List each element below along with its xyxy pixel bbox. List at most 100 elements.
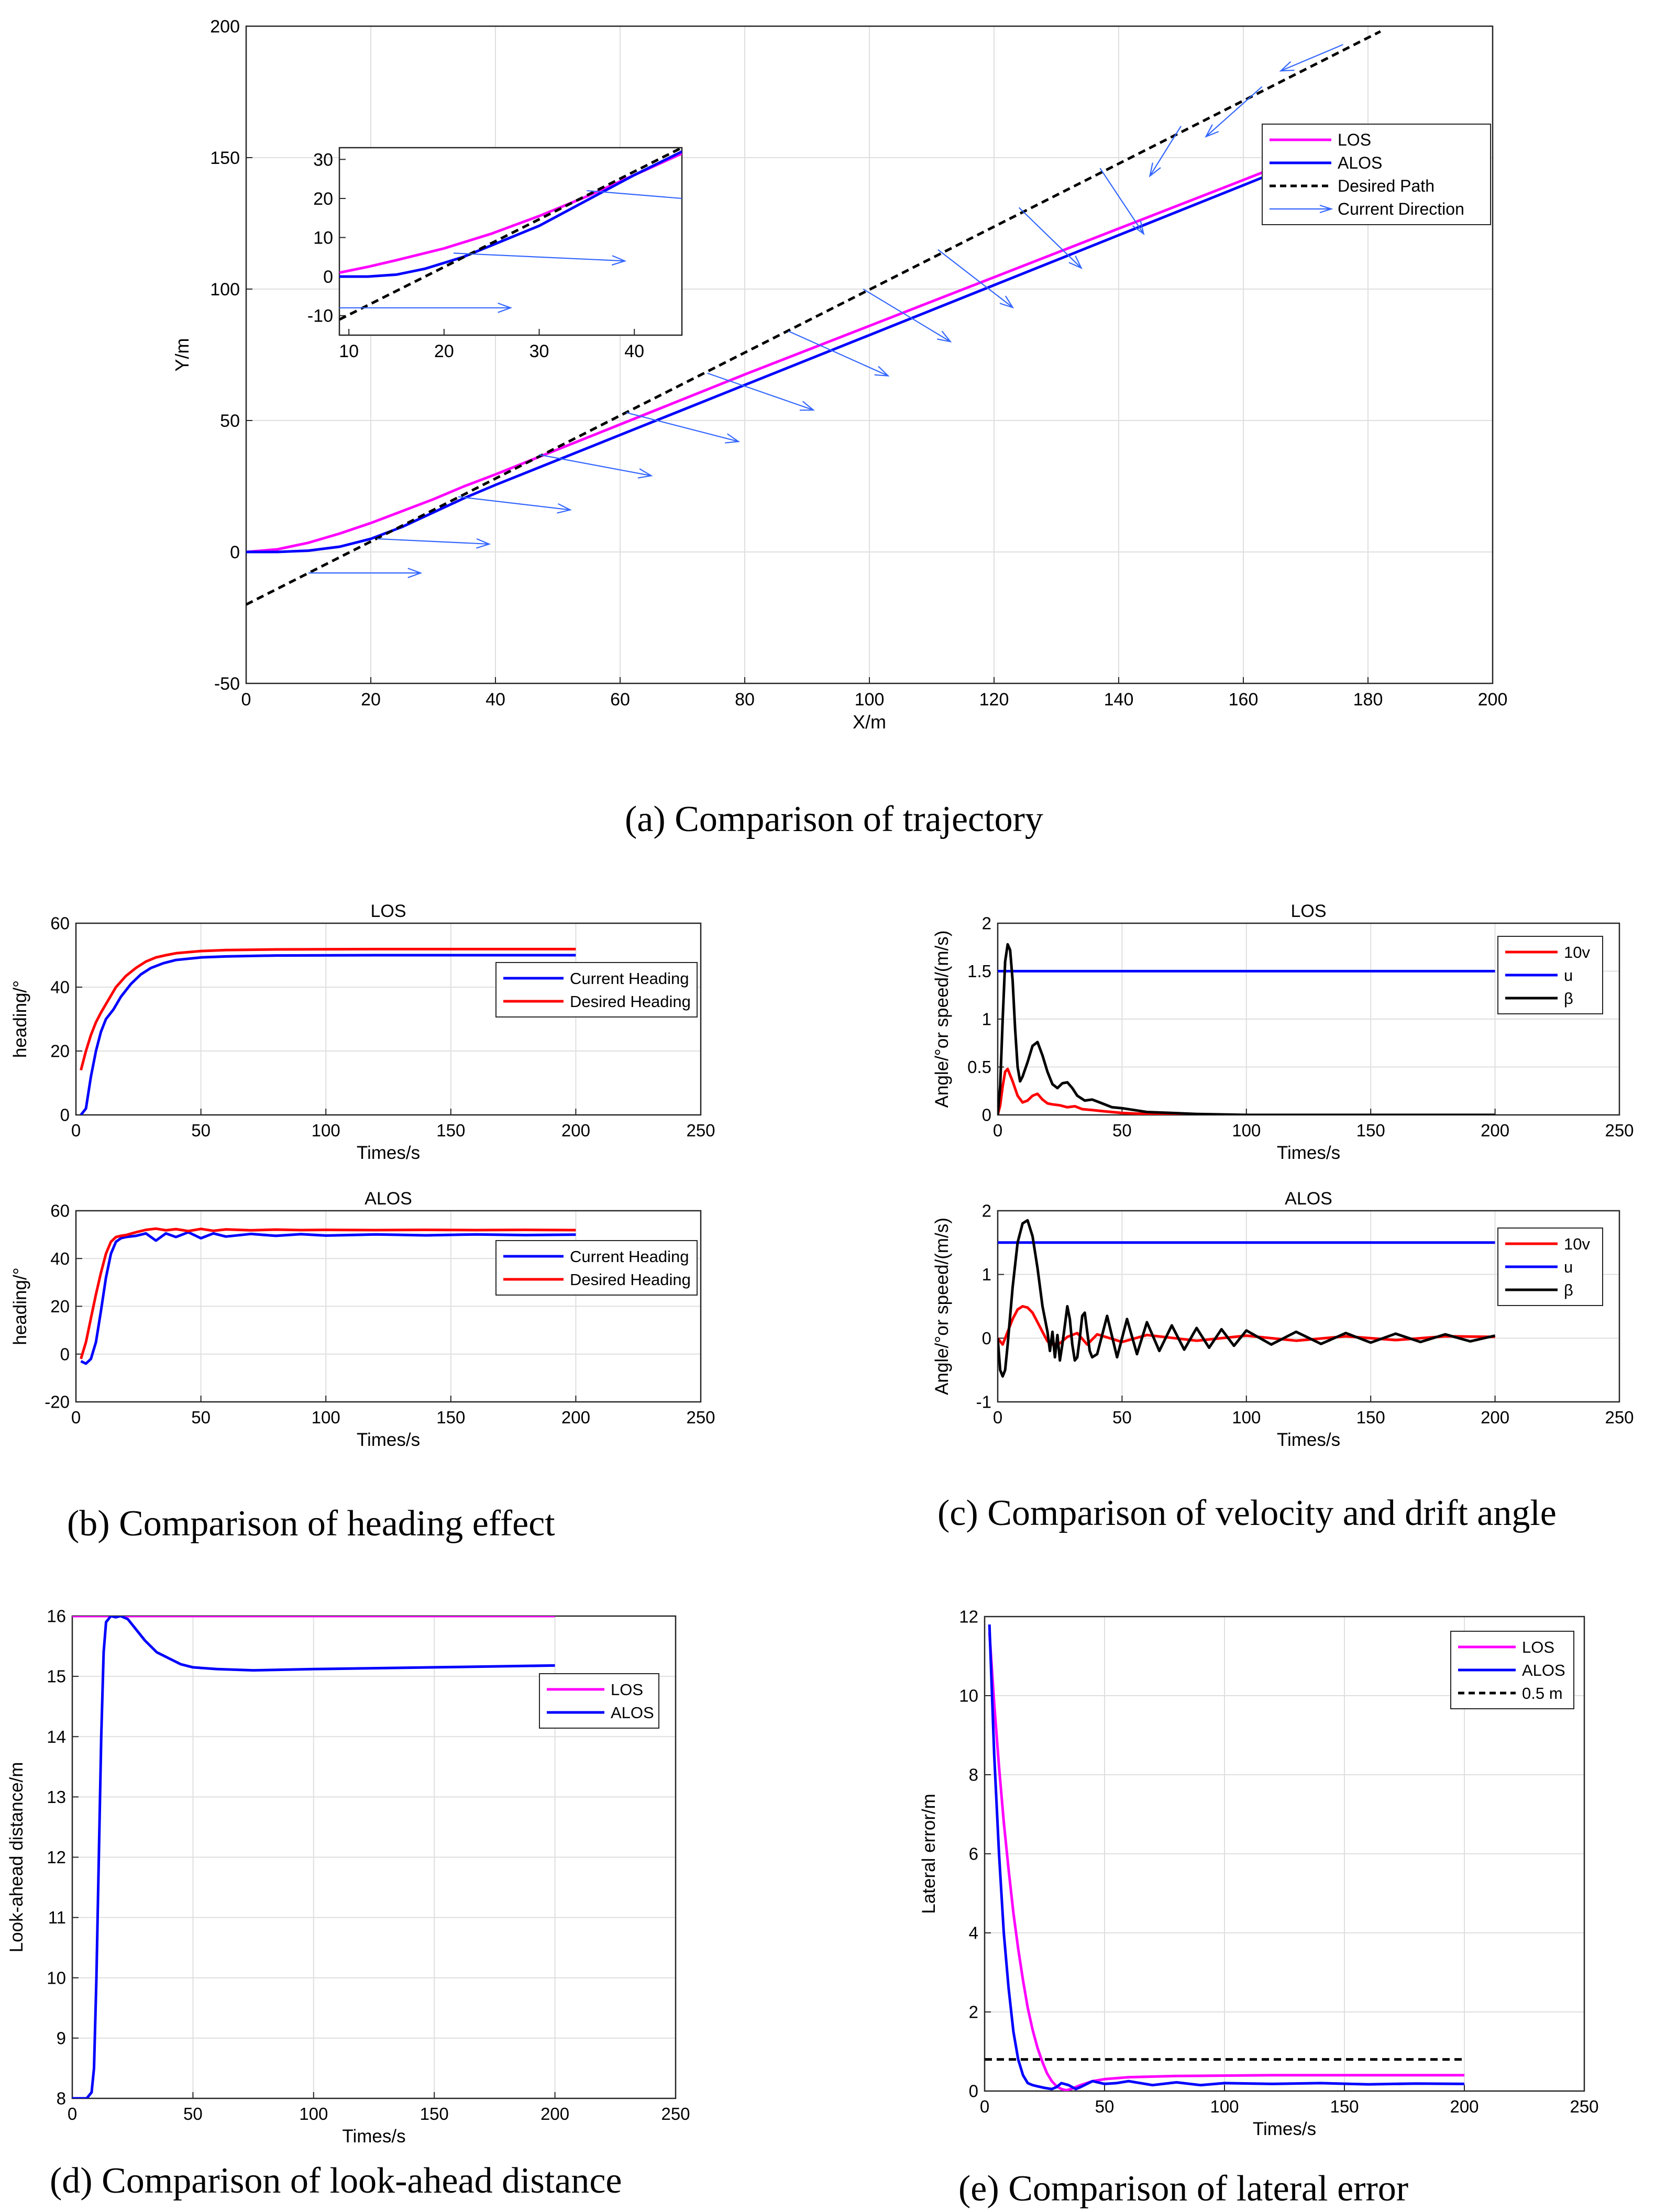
x-tick-label: 20 xyxy=(361,690,381,710)
x-tick-label: 200 xyxy=(1481,1121,1509,1140)
series-line-- xyxy=(998,943,1495,1115)
chart-c-los: 0 50 100 150 200 250 0 0.5 1 1.5 2 LOS Times/s Angle/… xyxy=(932,901,1634,1163)
legend-label: ALOS xyxy=(1522,1661,1565,1679)
y-tick-label: 11 xyxy=(48,1908,66,1927)
series-line-current-heading xyxy=(80,1231,576,1365)
series-line-10v xyxy=(998,1067,1495,1115)
y-tick-label: 60 xyxy=(50,1201,70,1221)
y-tick-label: 13 xyxy=(47,1787,66,1807)
current-direction-arrow xyxy=(626,412,741,444)
current-direction-arrow xyxy=(707,372,815,411)
x-tick-label: 100 xyxy=(312,1408,340,1427)
y-tick-label: 200 xyxy=(210,17,240,37)
x-tick-label: 150 xyxy=(1330,2097,1359,2116)
y-tick-label: 0 xyxy=(982,1105,991,1125)
series-line-current-heading xyxy=(80,954,576,1115)
y-tick-label: 20 xyxy=(50,1042,70,1061)
x-tick-label: 250 xyxy=(1570,2097,1598,2116)
series-line-alos xyxy=(246,128,1381,554)
inset-chart: 10 20 30 40 -10 0 10 20 30 xyxy=(307,147,683,361)
chart-title: ALOS xyxy=(1285,1189,1332,1209)
plot-series-group xyxy=(72,1616,555,2098)
current-direction-arrow xyxy=(1205,86,1263,138)
x-tick-label: 50 xyxy=(183,2104,203,2123)
current-direction-arrow xyxy=(937,249,1014,309)
y-tick-label: 1.5 xyxy=(967,961,991,981)
legend-label: β xyxy=(1564,1281,1573,1299)
plot-series-group xyxy=(998,943,1495,1115)
legend-label: Desired Path xyxy=(1338,176,1435,195)
legend-label: 10v xyxy=(1564,1235,1590,1253)
current-direction-arrow xyxy=(1099,168,1145,236)
y-tick-label: 9 xyxy=(57,2028,66,2048)
plot-series-group xyxy=(985,1624,1465,2091)
x-tick-label: 100 xyxy=(299,2104,328,2123)
current-direction-arrow xyxy=(539,454,653,479)
x-tick-label: 200 xyxy=(1450,2097,1479,2116)
y-tick-label: 100 xyxy=(210,280,240,300)
y-axis-label: heading/° xyxy=(10,1267,30,1345)
inset-current-direction-arrow xyxy=(587,190,682,200)
x-tick-label: 100 xyxy=(1210,2097,1239,2116)
x-tick-label: 200 xyxy=(1478,690,1508,710)
y-tick-label: 2 xyxy=(969,2003,978,2022)
axes-frame xyxy=(338,147,683,336)
x-axis-label: Times/s xyxy=(342,2126,405,2147)
x-tick-label: 100 xyxy=(1232,1121,1261,1140)
caption-e: (e) Comparison of lateral error xyxy=(958,2169,1409,2209)
y-tick-label: 0 xyxy=(323,267,333,287)
plot-series-group xyxy=(80,1227,576,1365)
series-line-- xyxy=(998,1219,1496,1378)
y-tick-label: 0 xyxy=(60,1105,70,1125)
y-tick-label: 20 xyxy=(313,189,333,209)
y-axis-label: Angle/°or speed/(m/s) xyxy=(932,931,952,1108)
caption-a: (a) Comparison of trajectory xyxy=(625,799,1043,839)
current-direction-arrow xyxy=(1149,126,1182,178)
current-direction-arrow xyxy=(863,289,952,343)
series-line-desired-path xyxy=(246,30,1381,606)
y-axis-label: Y/m xyxy=(171,338,193,371)
x-tick-label: 100 xyxy=(855,690,885,710)
legend-box xyxy=(495,1240,698,1296)
y-tick-label: 8 xyxy=(969,1765,978,1785)
series-line-los xyxy=(988,1632,1464,2091)
inset-current-direction-arrow xyxy=(453,252,627,266)
y-tick-label: 15 xyxy=(47,1667,66,1686)
series-line-alos xyxy=(72,1616,555,2098)
inset-series-group xyxy=(339,148,682,321)
y-tick-label: -10 xyxy=(307,306,333,326)
chart-b-los: 0 50 100 150 200 250 0 20 40 60 LOS Times/s heading/… xyxy=(10,901,715,1163)
chart-c-alos: 0 50 100 150 200 250-1012ALOSTimes/sAngle/°or… xyxy=(932,1189,1634,1450)
y-tick-label: -20 xyxy=(45,1392,70,1412)
y-tick-label: 50 xyxy=(220,411,240,431)
x-axis-label: X/m xyxy=(853,711,886,733)
current-direction-arrow xyxy=(377,538,491,549)
y-tick-label: 0.5 xyxy=(967,1057,991,1077)
x-tick-label: 180 xyxy=(1353,690,1383,710)
x-tick-label: 140 xyxy=(1104,690,1134,710)
y-tick-label: 2 xyxy=(982,1201,991,1221)
x-tick-label: 200 xyxy=(540,2104,569,2123)
x-tick-label: 40 xyxy=(486,690,505,710)
x-tick-label: 200 xyxy=(561,1408,590,1427)
current-direction-arrow xyxy=(788,330,890,377)
x-tick-label: 50 xyxy=(1095,2097,1115,2116)
y-tick-label: 14 xyxy=(47,1727,66,1746)
chart-title: LOS xyxy=(370,901,406,921)
x-tick-label: 120 xyxy=(979,690,1009,710)
x-tick-label: 150 xyxy=(436,1121,465,1140)
x-tick-label: 150 xyxy=(1356,1408,1385,1427)
y-axis-label: Lateral error/m xyxy=(919,1794,939,1914)
y-tick-label: 60 xyxy=(50,914,70,933)
y-tick-label: 40 xyxy=(50,1249,70,1268)
y-axis-label: Angle/°or speed/(m/s) xyxy=(932,1218,952,1395)
x-tick-label: 0 xyxy=(993,1408,1002,1427)
legend-label: Desired Heading xyxy=(570,1270,691,1289)
y-tick-label: 2 xyxy=(982,914,991,933)
x-tick-label: 100 xyxy=(1232,1408,1261,1427)
y-tick-label: 12 xyxy=(47,1848,66,1867)
legend-label: u xyxy=(1564,966,1573,985)
y-tick-label: 12 xyxy=(959,1607,978,1627)
x-tick-label: 50 xyxy=(1112,1121,1132,1140)
inset-current-direction-arrow xyxy=(339,302,513,313)
